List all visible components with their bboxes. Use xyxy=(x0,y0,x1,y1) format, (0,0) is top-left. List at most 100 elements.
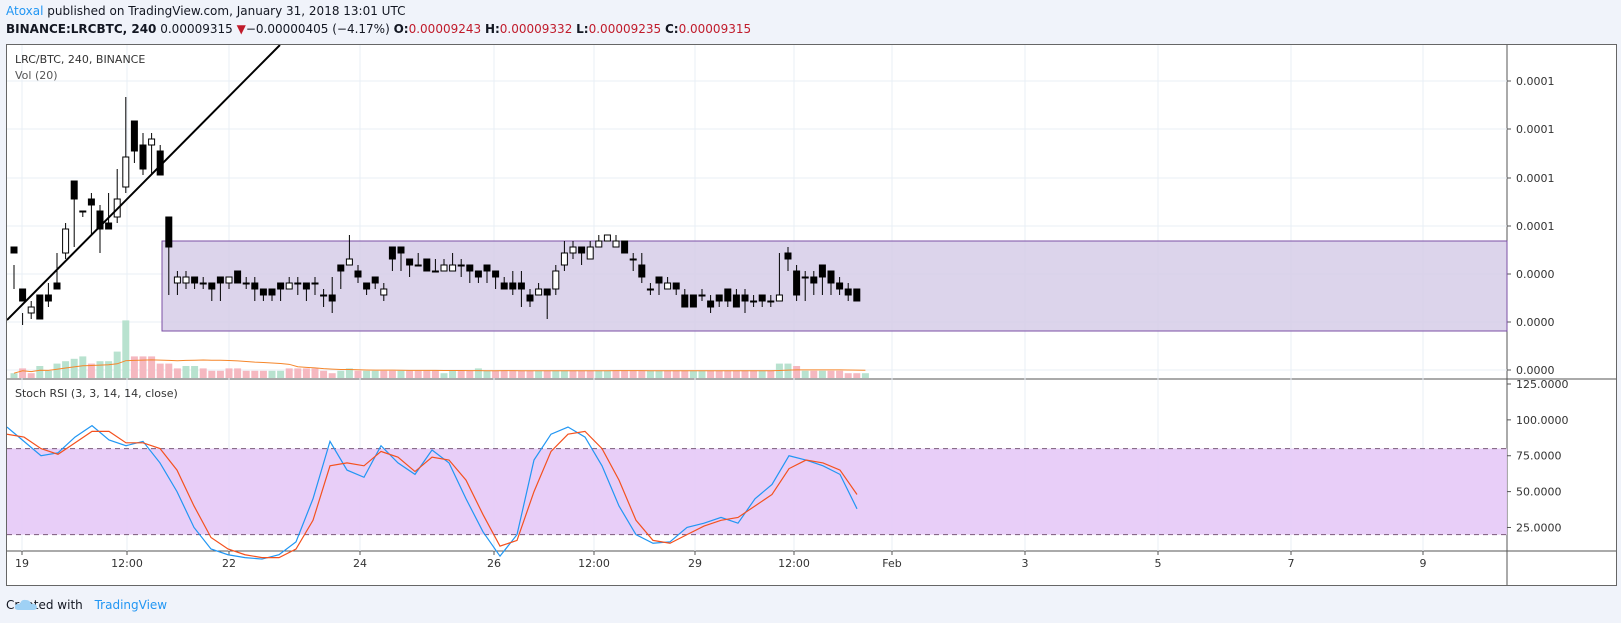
x-tick-label: 19 xyxy=(15,557,29,570)
candle-body xyxy=(328,294,336,302)
candle-body xyxy=(509,282,517,290)
stoch-d-line xyxy=(7,430,858,559)
candle-body xyxy=(474,270,482,278)
volume-bar xyxy=(277,370,285,378)
volume-bar xyxy=(44,370,52,378)
candle-body xyxy=(689,294,697,308)
volume-bar xyxy=(173,368,181,378)
candle-body xyxy=(431,270,439,273)
volume-bar xyxy=(457,370,465,378)
volume-bar xyxy=(10,373,18,378)
y-tick-label: 0.0001 xyxy=(1516,220,1555,233)
volume-bar xyxy=(689,370,697,378)
volume-bar xyxy=(242,370,250,378)
rsi-y-tick-label: 50.0000 xyxy=(1516,486,1562,499)
volume-bar xyxy=(758,370,766,378)
stoch-band xyxy=(7,448,1507,535)
candle-body xyxy=(182,276,190,284)
volume-bar xyxy=(535,370,543,378)
volume-bar xyxy=(19,368,27,378)
volume-indicator-label: Vol (20) xyxy=(15,69,58,82)
volume-bar xyxy=(268,370,276,378)
volume-bar xyxy=(371,370,379,378)
x-tick-label: 3 xyxy=(1022,557,1029,570)
volume-bar xyxy=(724,370,732,378)
candle-body xyxy=(199,282,207,285)
volume-bar xyxy=(122,320,130,378)
candle-body xyxy=(827,270,835,284)
volume-bar xyxy=(182,366,190,378)
candle-body xyxy=(354,270,362,278)
volume-bar xyxy=(586,370,594,378)
volume-bar xyxy=(672,370,680,378)
candle-body xyxy=(578,246,586,254)
main-pane-title: LRC/BTC, 240, BINANCE xyxy=(15,53,145,66)
volume-bar xyxy=(234,368,242,378)
volume-bar xyxy=(836,370,844,378)
candle-body xyxy=(19,288,27,302)
candle-body xyxy=(664,282,672,290)
chart-area[interactable]: 19 12:00 22 24 26 12:00 29 12:00 Feb 3 5 7 9 0.0001 0.… xyxy=(6,44,1617,586)
volume-bar xyxy=(664,370,672,378)
candle-body xyxy=(10,246,18,254)
candle-body xyxy=(715,294,723,302)
low-value: 0.00009235 xyxy=(588,22,662,36)
volume-bar xyxy=(130,356,138,378)
volume-bar xyxy=(492,370,500,378)
x-tick-label: 5 xyxy=(1155,557,1162,570)
candle-body xyxy=(380,288,388,296)
candle-body xyxy=(294,282,302,285)
volume-bar xyxy=(27,373,35,378)
volume-bar xyxy=(294,368,302,378)
volume-bar xyxy=(629,370,637,378)
author-link[interactable]: Atoxal xyxy=(6,4,44,18)
volume-bar xyxy=(165,363,173,378)
volume-bar xyxy=(363,370,371,378)
volume-bar xyxy=(638,370,646,378)
volume-bar xyxy=(818,370,826,378)
chart-svg[interactable]: 19 12:00 22 24 26 12:00 29 12:00 Feb 3 5 7 9 0.0001 0.… xyxy=(7,45,1616,585)
candle-body xyxy=(320,294,328,297)
candle-body xyxy=(191,276,199,284)
volume-bar xyxy=(681,370,689,378)
candle-body xyxy=(208,282,216,290)
candle-body xyxy=(173,276,181,284)
x-tick-label: 9 xyxy=(1420,557,1427,570)
candle-body xyxy=(268,288,276,296)
candle-body xyxy=(311,282,319,285)
volume-bar xyxy=(741,370,749,378)
symbol-label: BINANCE:LRCBTC, 240 xyxy=(6,22,157,36)
candle-body xyxy=(251,282,259,290)
tradingview-link[interactable]: TradingView xyxy=(94,598,168,612)
candle-body xyxy=(767,300,775,303)
y-tick-label: 0.0000 xyxy=(1516,268,1555,281)
candle-body xyxy=(775,294,783,302)
candle-body xyxy=(500,282,508,290)
candle-body xyxy=(698,294,706,297)
volume-bar xyxy=(354,370,362,378)
candle-body xyxy=(363,282,371,290)
candle-body xyxy=(259,288,267,296)
candle-body xyxy=(44,294,52,302)
candle-body xyxy=(148,138,156,146)
candle-body xyxy=(423,258,431,272)
volume-bar xyxy=(500,370,508,378)
volume-bar xyxy=(337,370,345,378)
footer: Created with TradingView xyxy=(6,598,167,612)
tradingview-cloud-icon xyxy=(14,599,37,610)
high-value: 0.00009332 xyxy=(499,22,573,36)
candle-body xyxy=(492,270,500,278)
volume-bar xyxy=(259,370,267,378)
candle-body xyxy=(165,216,173,248)
candle-body xyxy=(70,180,78,200)
volume-bar xyxy=(156,363,164,378)
candle-body xyxy=(130,120,138,152)
candle-body xyxy=(621,240,629,254)
volume-bar xyxy=(388,370,396,378)
volume-bar xyxy=(397,370,405,378)
candle-body xyxy=(225,276,233,284)
candle-body xyxy=(345,258,353,266)
volume-bar xyxy=(139,356,147,378)
candle-body xyxy=(535,288,543,296)
volume-bar xyxy=(216,370,224,378)
